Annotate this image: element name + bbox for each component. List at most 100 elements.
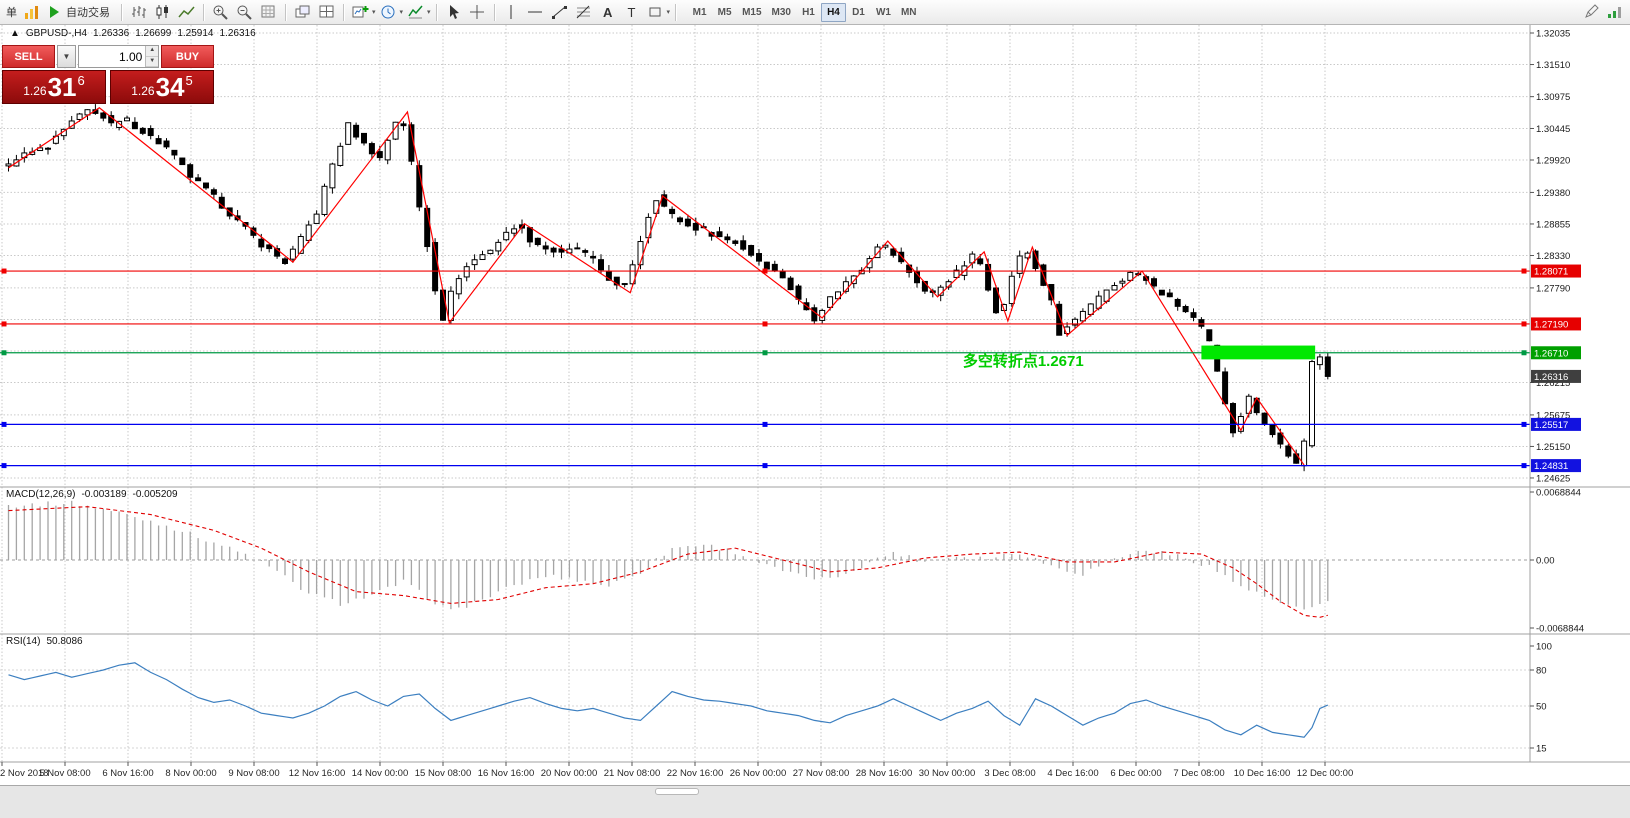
line-handle[interactable] [1521, 321, 1527, 327]
volume-options-dropdown[interactable]: ▼ [57, 45, 76, 68]
candle-body [76, 113, 83, 120]
volume-down-icon[interactable]: ▼ [146, 56, 158, 67]
line-handle[interactable] [762, 421, 768, 427]
candle-body [756, 253, 762, 262]
line-handle[interactable] [1521, 463, 1527, 469]
chart-icon[interactable] [20, 2, 43, 22]
periods-dropdown-icon[interactable]: ▾ [399, 9, 404, 16]
candle-body [187, 164, 194, 178]
timeframe-button-m15[interactable]: M15 [742, 6, 762, 18]
timeframe-button-m5[interactable]: M5 [717, 6, 732, 18]
candle-body [1174, 298, 1181, 307]
line-handle[interactable] [1521, 268, 1527, 274]
timeframe-button-h4[interactable]: H4 [820, 2, 846, 22]
timeframe-button-d1[interactable]: D1 [852, 6, 865, 18]
line-handle[interactable] [762, 463, 768, 469]
annotation-text[interactable]: 多空转折点1.2671 [963, 352, 1084, 370]
indicators-dropdown-icon[interactable]: ▾ [427, 9, 431, 16]
periods-icon[interactable] [377, 2, 400, 22]
timeframe-button-m30[interactable]: M30 [771, 6, 791, 18]
rsi-name: RSI(14) [6, 636, 41, 647]
cursor-icon[interactable] [442, 2, 465, 22]
line-handle[interactable] [762, 268, 768, 274]
buy-price-display[interactable]: 1.26 34 5 [110, 70, 214, 104]
vertical-line-icon[interactable] [500, 2, 523, 22]
shapes-dropdown-icon[interactable]: ▾ [666, 9, 671, 16]
line-handle[interactable] [1521, 350, 1527, 356]
buy-button[interactable]: BUY [161, 45, 214, 68]
price-axis[interactable]: 1.32035 1.31510 1.30975 1.30445 1.29920 1.293… [1530, 29, 1584, 755]
fibonacci-icon[interactable] [572, 2, 595, 22]
volume-up-icon[interactable]: ▲ [146, 46, 158, 57]
trendline-icon[interactable] [548, 2, 571, 22]
highlight-rect[interactable] [1201, 345, 1316, 360]
main-toolbar: 单 自动交易 ▾ ▾ ▾ [0, 0, 1630, 25]
sell-price-display[interactable]: 1.26 31 6 [2, 70, 106, 104]
line-handle[interactable] [762, 350, 768, 356]
volume-input[interactable] [79, 46, 146, 67]
horizontal-line-icon[interactable] [524, 2, 547, 22]
sell-price-pip: 6 [77, 73, 85, 88]
shapes-icon[interactable] [644, 2, 667, 22]
new-chart-dropdown-icon[interactable]: ▾ [372, 9, 376, 16]
price-tag [1531, 346, 1581, 360]
open-value: 1.26336 [93, 28, 130, 39]
candlestick-chart-icon[interactable] [151, 2, 174, 22]
new-chart-icon[interactable] [349, 2, 372, 22]
time-axis-label: 15 Nov 08:00 [415, 768, 472, 779]
line-handle[interactable] [1, 421, 7, 427]
sell-price-prefix: 1.26 [23, 84, 47, 98]
candle-body [598, 259, 604, 271]
line-handle[interactable] [762, 321, 768, 327]
signal-icon[interactable] [1603, 2, 1626, 22]
new-order-button[interactable]: 单 [6, 7, 17, 19]
candle-body [1222, 371, 1229, 405]
candle-body [550, 247, 557, 253]
pencil-icon[interactable] [1580, 2, 1603, 22]
zigzag-line[interactable] [8, 107, 1305, 466]
price-tag [1531, 369, 1581, 383]
price-tag [1531, 264, 1581, 278]
candle-body [463, 266, 470, 278]
rsi-scale-label: 80 [1536, 666, 1547, 677]
indicators-icon[interactable] [404, 2, 427, 22]
line-chart-icon[interactable] [175, 2, 198, 22]
candle-body [471, 259, 478, 266]
timeframe-button-h1[interactable]: H1 [802, 6, 815, 18]
candle-body [400, 123, 407, 127]
time-axis-label: 14 Nov 00:00 [352, 768, 409, 779]
crosshair-icon[interactable] [466, 2, 489, 22]
text-icon[interactable]: A [596, 2, 619, 22]
timeframe-button-w1[interactable]: W1 [875, 6, 891, 18]
line-handle[interactable] [1, 350, 7, 356]
line-handle[interactable] [1, 463, 7, 469]
zoom-in-icon[interactable] [209, 2, 232, 22]
bars-chart-icon[interactable] [127, 2, 150, 22]
candle-body [677, 217, 683, 223]
candle-body [827, 296, 834, 308]
candle-body [139, 127, 146, 134]
autotrade-button[interactable]: 自动交易 [44, 2, 116, 22]
chart-area[interactable]: 多空转折点1.2671 1.320351.315101.309751.304451… [0, 25, 1630, 785]
tile-windows-icon[interactable] [315, 2, 338, 22]
zoom-out-icon[interactable] [233, 2, 256, 22]
candle-body [1048, 284, 1055, 301]
candle-body [274, 248, 281, 257]
sell-button[interactable]: SELL [2, 45, 55, 68]
collapse-arrow-icon[interactable]: ▲ [10, 28, 20, 39]
low-value: 1.25914 [177, 28, 214, 39]
price-tag [1531, 417, 1581, 431]
line-handle[interactable] [1, 321, 7, 327]
line-handle[interactable] [1521, 421, 1527, 427]
text-label-icon[interactable]: T [620, 2, 643, 22]
candle-body [116, 120, 123, 128]
line-handle[interactable] [1, 268, 7, 274]
high-value: 1.26699 [135, 28, 172, 39]
cascade-windows-icon[interactable] [291, 2, 314, 22]
splitter-handle[interactable] [655, 788, 699, 795]
grid-icon[interactable] [257, 2, 280, 22]
timeframe-button-m1[interactable]: M1 [692, 6, 707, 18]
candle-body [1324, 356, 1331, 377]
timeframe-button-mn[interactable]: MN [900, 6, 917, 18]
